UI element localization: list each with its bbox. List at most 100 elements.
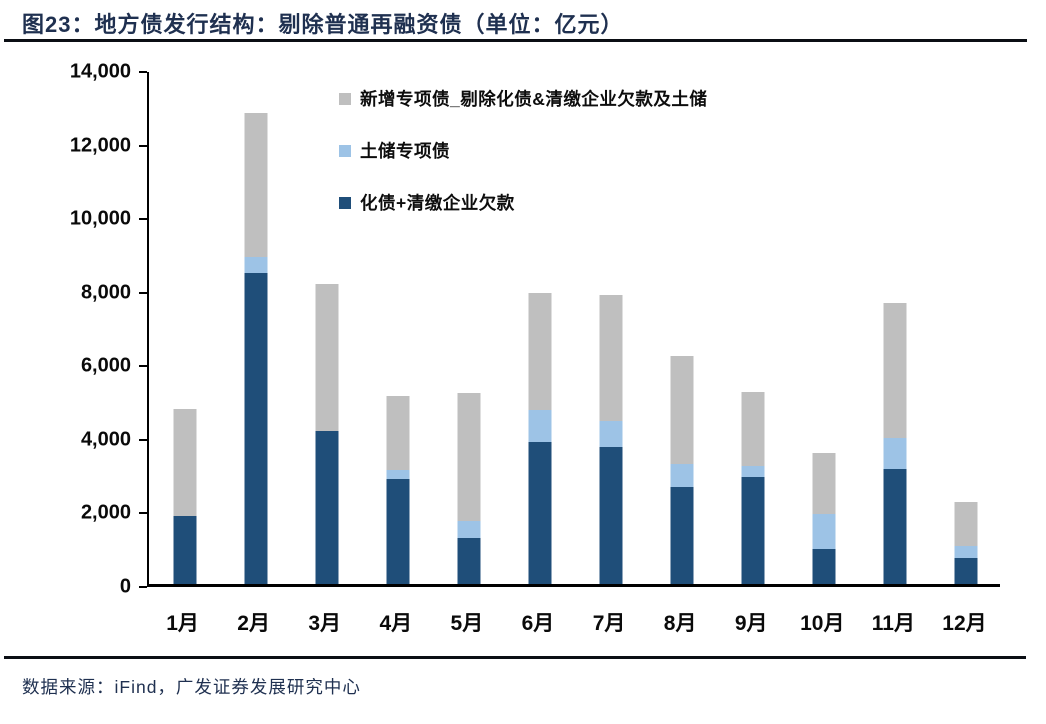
bar-slot-9月 — [718, 72, 789, 584]
bar-segment — [599, 421, 623, 447]
bar-slot-10月 — [789, 72, 860, 584]
x-tick-label-12月: 12月 — [942, 612, 987, 635]
bar-segment — [528, 442, 552, 584]
bar-segment — [457, 521, 481, 539]
bar-segment — [457, 538, 481, 584]
stacked-bar-4月 — [386, 395, 410, 584]
bar-segment — [315, 430, 339, 584]
bar-segment — [528, 410, 552, 443]
legend-item: 化债+清缴企业欠款 — [339, 190, 707, 215]
y-tick-mark — [139, 144, 147, 147]
y-tick-label: 0 — [119, 575, 131, 598]
y-tick-mark — [139, 512, 147, 515]
stacked-bar-5月 — [457, 393, 481, 584]
bar-segment — [812, 548, 836, 584]
legend-item: 新增专项债_剔除化债&清缴企业欠款及土储 — [339, 86, 707, 111]
legend-label: 土储专项债 — [360, 141, 450, 161]
legend-label: 新增专项债_剔除化债&清缴企业欠款及土储 — [360, 89, 708, 109]
stacked-bar-11月 — [883, 303, 907, 584]
legend-swatch-icon — [339, 196, 351, 209]
y-tick-label: 10,000 — [69, 207, 131, 230]
bar-segment — [954, 546, 978, 558]
x-tick-label-3月: 3月 — [308, 612, 342, 635]
x-tick-label-8月: 8月 — [663, 612, 697, 635]
bar-segment — [954, 502, 978, 547]
bar-segment — [173, 408, 197, 516]
bar-segment — [812, 514, 836, 549]
bar-slot-11月 — [860, 72, 931, 584]
bar-slot-3月 — [291, 72, 362, 584]
bar-segment — [883, 303, 907, 438]
x-tick-label-7月: 7月 — [592, 612, 626, 635]
bar-segment — [244, 273, 268, 584]
y-tick-label: 8,000 — [80, 281, 131, 304]
bar-segment — [812, 453, 836, 515]
legend-swatch-icon — [339, 144, 351, 157]
bar-segment — [386, 470, 410, 479]
y-tick-label: 2,000 — [80, 501, 131, 524]
x-tick-label-4月: 4月 — [379, 612, 413, 635]
data-source: 数据来源：iFind，广发证券发展研究中心 — [22, 677, 361, 697]
x-tick-label-11月: 11月 — [871, 612, 915, 635]
bar-segment — [599, 295, 623, 422]
title-divider — [4, 39, 1027, 42]
stacked-bar-10月 — [812, 453, 836, 584]
y-tick-mark — [139, 71, 147, 73]
bar-segment — [670, 464, 694, 487]
y-tick-mark — [139, 291, 147, 294]
bar-segment — [386, 478, 410, 584]
stacked-bar-7月 — [599, 295, 623, 584]
stacked-bar-8月 — [670, 355, 694, 584]
y-tick-mark — [139, 218, 147, 221]
stacked-bar-3月 — [315, 284, 339, 584]
x-tick-label-1月: 1月 — [166, 612, 199, 635]
bar-segment — [954, 557, 978, 584]
bar-slot-2月 — [220, 72, 291, 584]
chart-area: 14,000 12,000 10,000 8,000 6,000 4,000 2,000 0 … — [0, 50, 1046, 650]
x-tick-label-10月: 10月 — [800, 612, 845, 635]
stacked-bar-1月 — [173, 408, 197, 584]
bar-segment — [670, 355, 694, 465]
stacked-bar-6月 — [528, 293, 552, 584]
bar-segment — [315, 284, 339, 431]
bar-slot-6月 — [504, 72, 575, 584]
bar-slot-8月 — [647, 72, 718, 584]
y-tick-mark — [139, 365, 147, 368]
bar-segment — [883, 468, 907, 584]
legend-item: 土储专项债 — [339, 138, 707, 163]
stacked-bar-12月 — [954, 502, 978, 584]
legend-swatch-icon — [339, 92, 351, 105]
y-tick-mark — [139, 438, 147, 441]
x-tick-label-9月: 9月 — [734, 612, 768, 635]
chart-legend: 新增专项债_剔除化债&清缴企业欠款及土储 土储专项债化债+清缴企业欠款 — [339, 86, 707, 242]
bar-segment — [741, 466, 765, 478]
bar-segment — [528, 293, 552, 411]
bar-segment — [386, 395, 410, 471]
footer-divider — [4, 656, 1026, 659]
bar-segment — [741, 392, 765, 467]
stacked-bar-2月 — [244, 113, 268, 584]
y-tick-mark — [139, 586, 147, 588]
bar-segment — [173, 515, 197, 584]
bar-segment — [244, 113, 268, 257]
y-tick-label: 12,000 — [69, 134, 131, 157]
legend-label: 化债+清缴企业欠款 — [360, 193, 515, 213]
y-tick-label: 4,000 — [80, 428, 131, 451]
bar-segment — [883, 437, 907, 469]
plot-area: 新增专项债_剔除化债&清缴企业欠款及土储 土储专项债化债+清缴企业欠款 — [147, 72, 1000, 587]
x-axis-labels: 1月 2月 3月 4月 5月 6月 7月 8月 9月 10月 11月 12月 — [147, 599, 1000, 639]
bar-segment — [741, 477, 765, 584]
bar-segment — [244, 256, 268, 274]
x-tick-label-2月: 2月 — [237, 612, 270, 635]
x-tick-label-6月: 6月 — [521, 612, 555, 635]
bar-slot-12月 — [931, 72, 1002, 584]
bar-segment — [457, 393, 481, 522]
x-tick-label-5月: 5月 — [450, 612, 484, 635]
bar-segment — [599, 446, 623, 584]
figure-title: 图23：地方债发行结构：剔除普通再融资债（单位：亿元） — [22, 12, 624, 37]
stacked-bar-9月 — [741, 392, 765, 584]
bar-slot-7月 — [576, 72, 647, 584]
y-tick-label: 14,000 — [69, 60, 131, 83]
bar-slot-1月 — [149, 72, 220, 584]
